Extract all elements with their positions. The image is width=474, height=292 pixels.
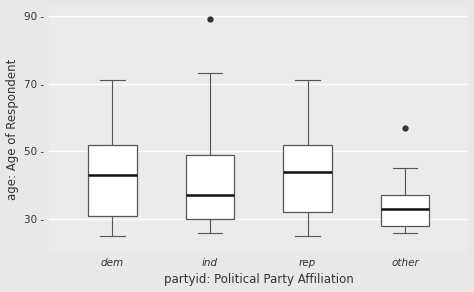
X-axis label: partyid: Political Party Affiliation: partyid: Political Party Affiliation — [164, 273, 354, 286]
PathPatch shape — [186, 155, 234, 219]
PathPatch shape — [381, 195, 429, 226]
Y-axis label: age: Age of Respondent: age: Age of Respondent — [6, 59, 18, 200]
PathPatch shape — [283, 145, 332, 212]
PathPatch shape — [88, 145, 137, 216]
